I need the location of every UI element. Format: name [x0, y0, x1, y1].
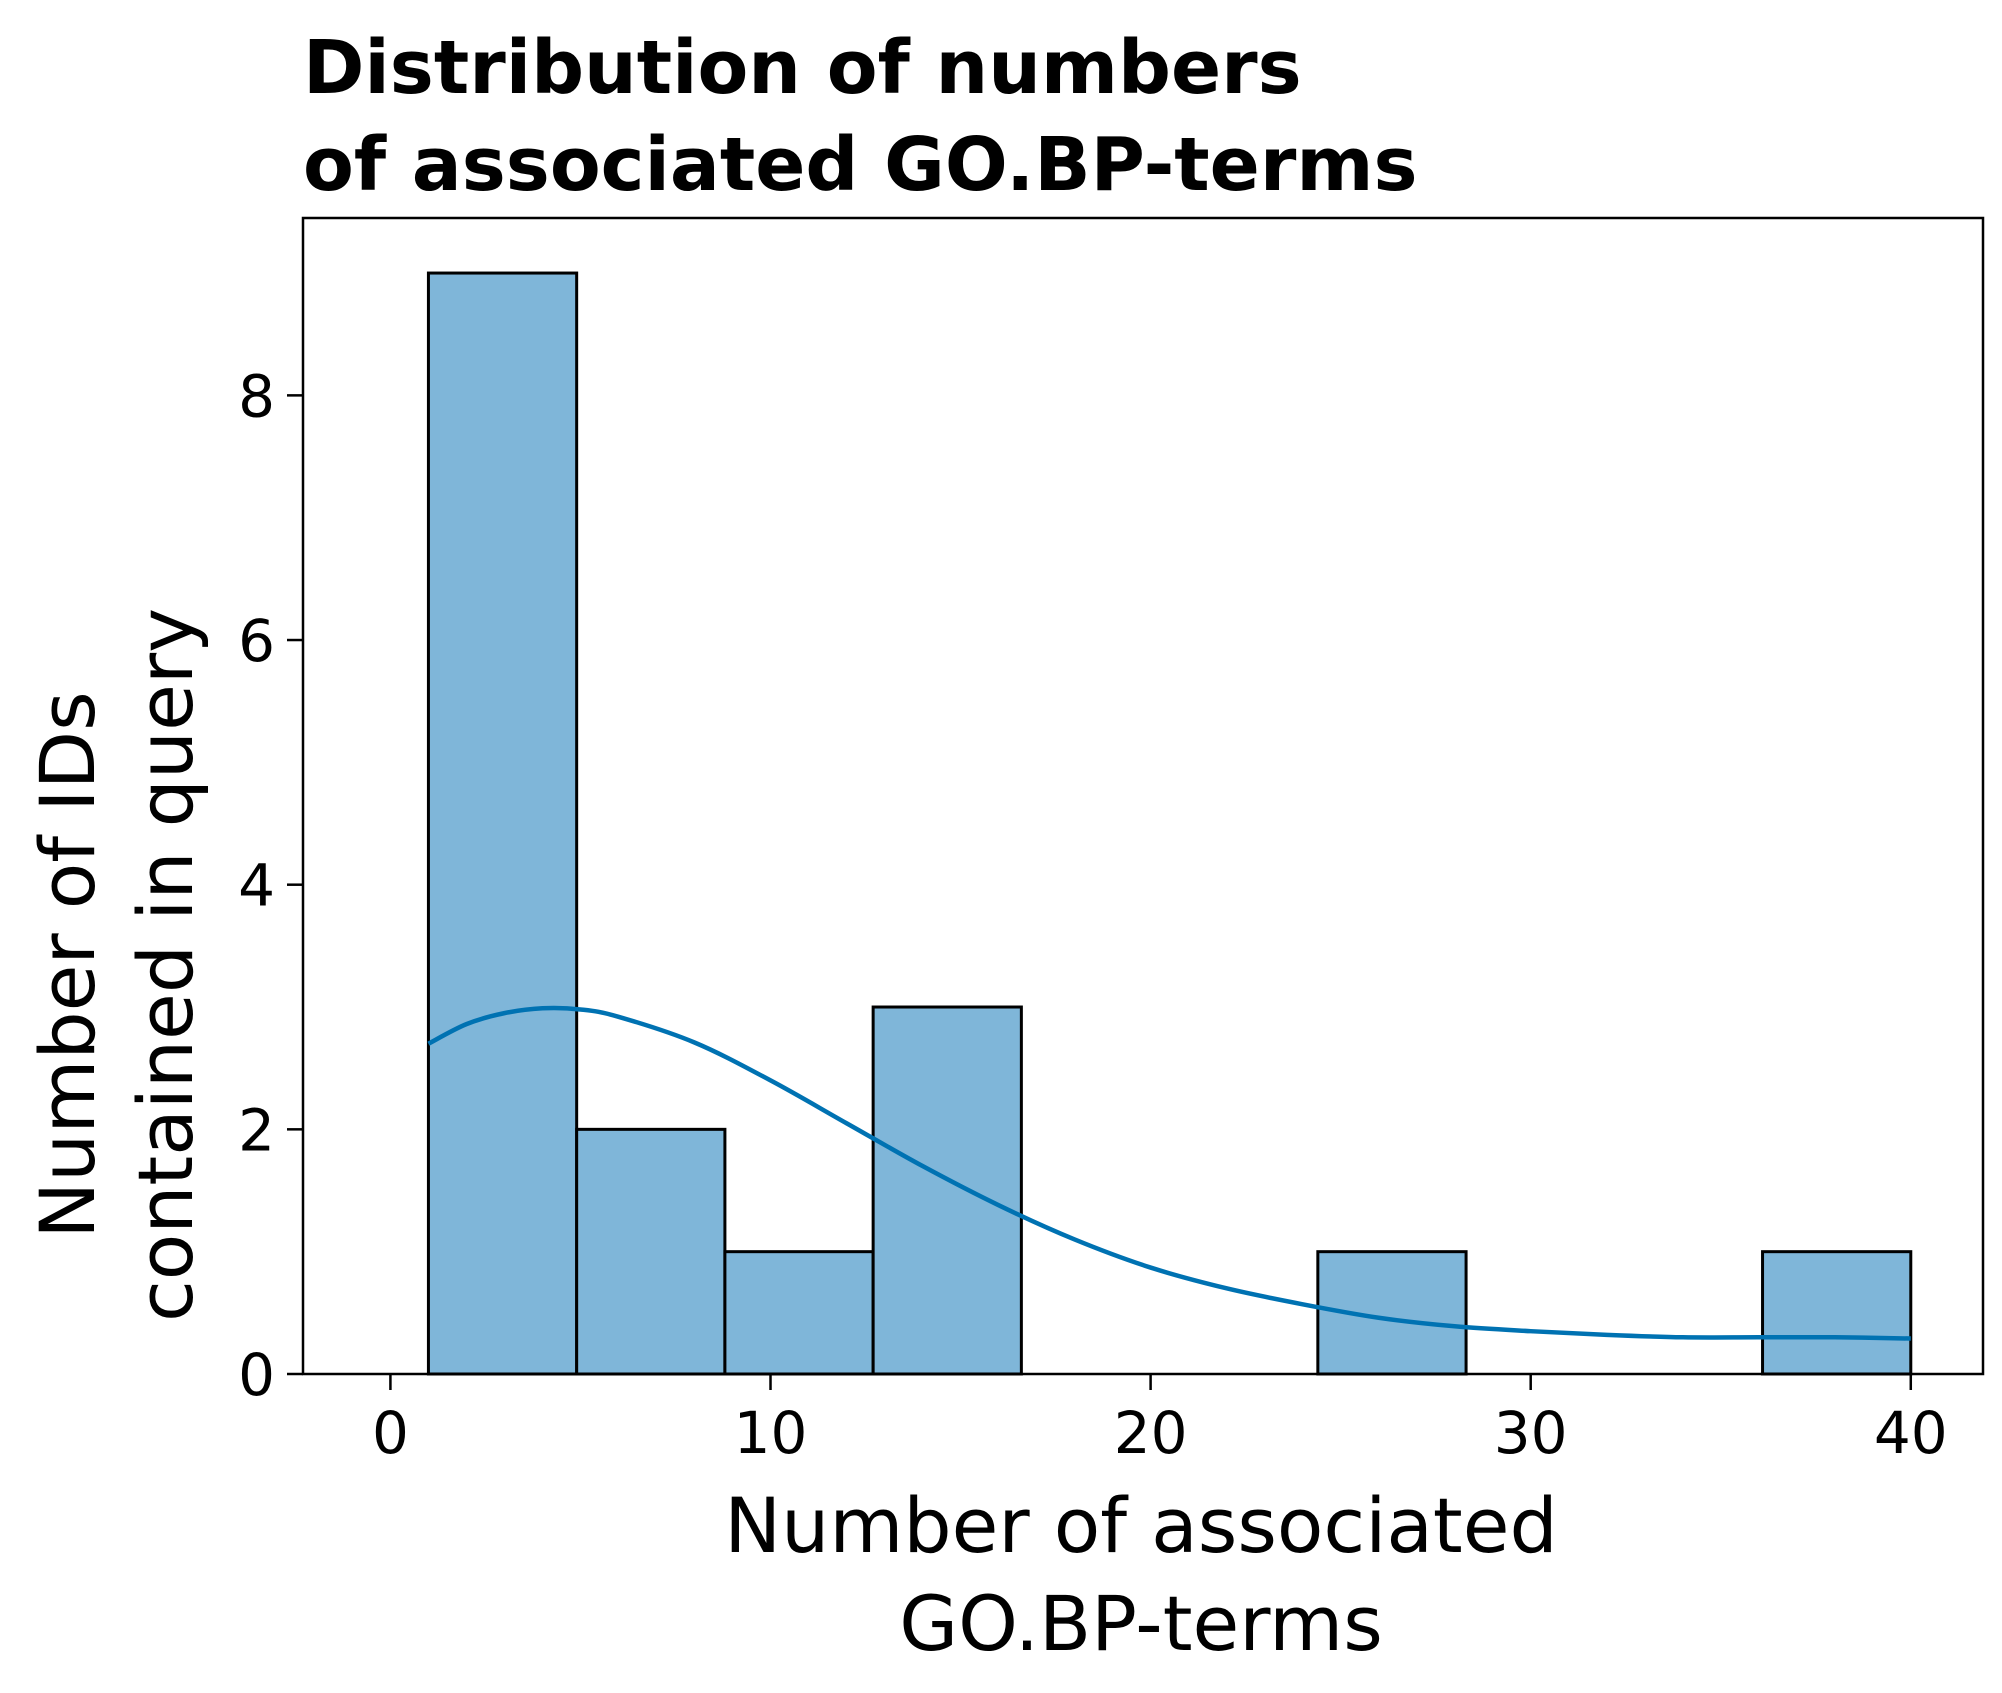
y-tick-label: 0	[238, 1341, 275, 1409]
y-tick-label: 4	[238, 852, 275, 920]
y-axis-label-line-2: contained in query	[121, 608, 210, 1322]
chart-title: Distribution of numbers of associated GO…	[303, 25, 1418, 208]
x-axis-label-line-2: GO.BP-terms	[899, 1579, 1383, 1668]
title-line-2: of associated GO.BP-terms	[303, 122, 1418, 208]
histogram-bar-2	[723, 1250, 875, 1376]
y-tick-label: 8	[238, 362, 275, 430]
x-tick-label: 0	[372, 1399, 409, 1467]
histogram-bar-3	[871, 1005, 1023, 1376]
y-tick-label: 2	[238, 1096, 275, 1164]
title-line-1: Distribution of numbers	[303, 25, 1302, 111]
kde-curve-group	[427, 1005, 1911, 1341]
histogram-bar-9	[1761, 1250, 1913, 1376]
y-axis-ticks: 0 2 4 6 8	[238, 362, 303, 1409]
y-axis-label: Number of IDs contained in query	[23, 608, 210, 1322]
histogram-bar-0	[426, 271, 579, 1376]
x-tick-label: 30	[1494, 1399, 1568, 1467]
y-axis-label-line-1: Number of IDs	[23, 691, 112, 1238]
histogram-bars	[426, 271, 1913, 1376]
plot-area-frame	[301, 216, 1985, 1376]
x-tick-label: 10	[734, 1399, 808, 1467]
x-axis-ticks: 0 10 20 30 40	[372, 1374, 1948, 1467]
histogram-bar-1	[575, 1127, 727, 1376]
x-axis-label: Number of associated GO.BP-terms	[724, 1481, 1557, 1668]
x-axis-label-line-1: Number of associated	[724, 1481, 1557, 1570]
kde-curve	[427, 1005, 1911, 1341]
x-tick-label: 20	[1114, 1399, 1188, 1467]
x-tick-label: 40	[1874, 1399, 1948, 1467]
y-tick-label: 6	[238, 607, 275, 675]
